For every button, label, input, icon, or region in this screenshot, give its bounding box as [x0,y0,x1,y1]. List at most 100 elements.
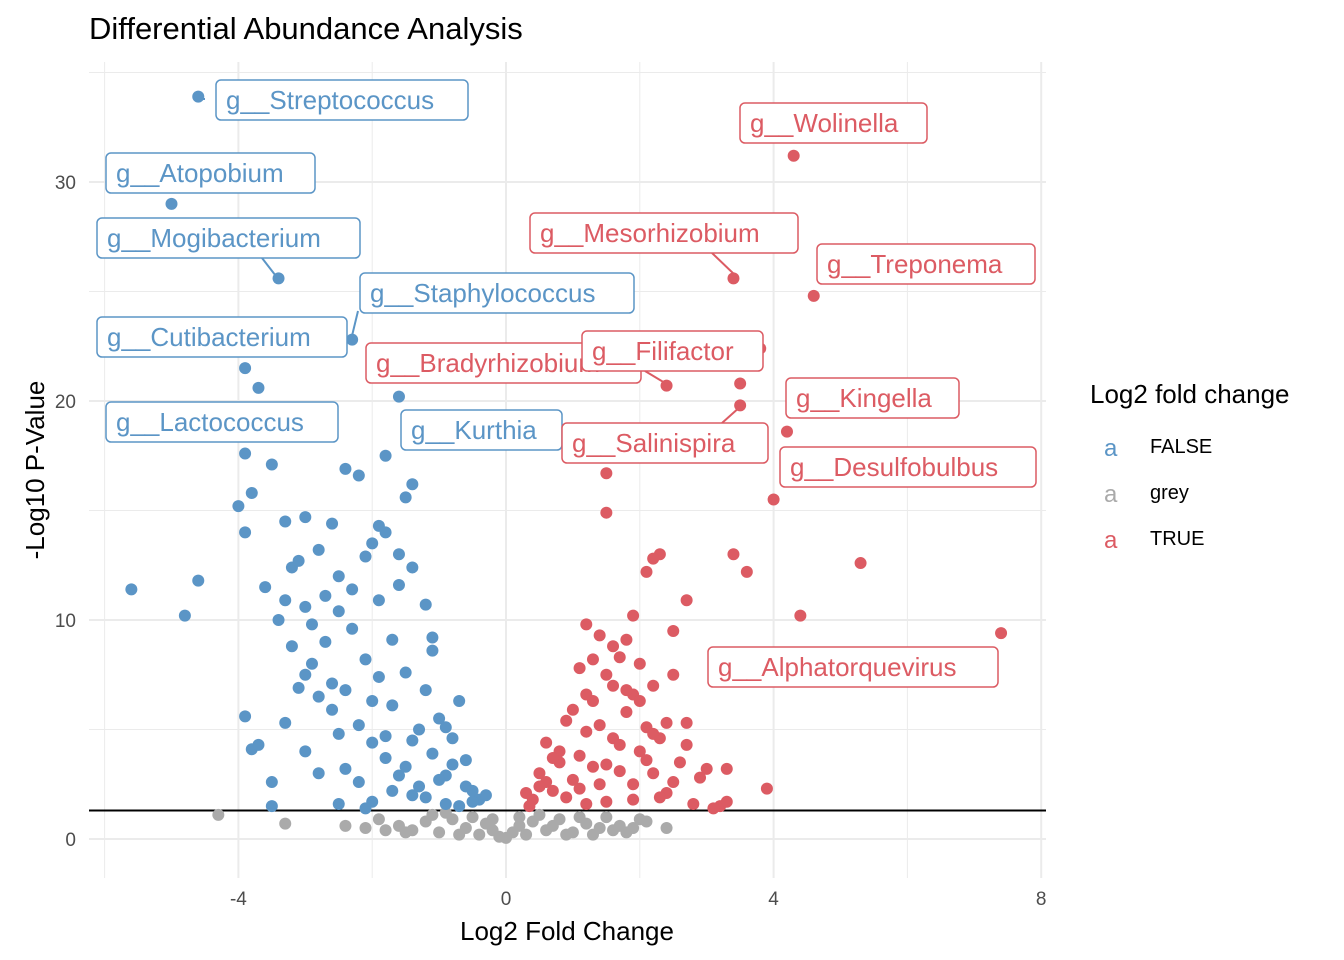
point-false [259,581,272,594]
point-false [252,738,265,751]
label-streptococcus: g__Streptococcus [201,79,469,121]
point-grey [513,811,526,824]
point-true [640,754,653,767]
label-atopobium: g__Atopobium [105,152,316,194]
label-text: g__Mesorhizobium [540,218,760,248]
point-false [279,716,292,729]
label-box [105,152,316,194]
point-false [239,526,252,539]
point-true [600,795,613,808]
point-true [573,749,586,762]
point-false [352,719,365,732]
point-false [366,736,379,749]
label-mogibacterium: g__Mogibacterium [96,217,361,281]
point-grey [473,828,486,841]
label-leader-line [644,370,666,384]
point-false [453,800,466,813]
point-true [566,703,579,716]
point-true [647,727,660,740]
point-true [640,565,653,578]
point-false [359,653,372,666]
point-false [326,517,339,530]
point-grey [546,819,559,832]
point-false [426,631,439,644]
point-true [707,802,720,815]
point-false [359,802,372,815]
label-text: g__Lactococcus [116,407,304,437]
y-tick-label: 30 [55,173,76,194]
point-grey [520,828,533,841]
point-true [995,627,1008,640]
y-axis-title: -Log10 P-Value [20,381,50,560]
point-true [767,493,780,506]
point-false [292,681,305,694]
point-false [466,784,479,797]
point-false [399,666,412,679]
label-text: g__Desulfobulbus [790,452,998,482]
point-grey [279,817,292,830]
point-grey [560,828,573,841]
point-false [446,732,459,745]
label-wolinella: g__Wolinella [739,102,928,144]
point-false [406,734,419,747]
point-false [386,784,399,797]
point-false [232,500,245,513]
point-false [392,390,405,403]
point-false [439,797,452,810]
point-true [613,738,626,751]
point-false [252,381,265,394]
point-false [312,690,325,703]
point-grey [339,819,352,832]
point-true [807,289,820,302]
point-true [734,377,747,390]
point-labels: g__Streptococcus g__Atopobium g__Mogibacte… [96,79,1037,688]
label-text: g__Bradyrhizobium [376,348,600,378]
point-true [694,771,707,784]
legend: Log2 fold change a FALSE a grey a TRUE [1090,379,1290,554]
point-true [667,624,680,637]
label-text: g__Salinispira [572,428,736,458]
point-false [125,583,138,596]
point-true [546,784,559,797]
point-true [740,565,753,578]
point-false [439,721,452,734]
legend-label: grey [1150,482,1189,504]
label-text: g__Treponema [827,249,1003,279]
label-box [785,377,960,419]
point-false [239,362,252,375]
point-grey [439,806,452,819]
x-tick-label: 8 [1036,889,1047,910]
point-true [580,725,593,738]
point-false [245,486,258,499]
label-kingella: g__Kingella [785,377,960,419]
label-text: g__Kurthia [411,415,537,445]
point-grey [433,826,446,839]
label-box [779,446,1037,488]
legend-label: TRUE [1150,528,1204,550]
point-true [627,609,640,622]
label-cutibacterium: g__Cutibacterium [96,316,348,358]
x-axis-title: Log2 Fold Change [460,916,674,946]
point-true [600,668,613,681]
point-true [620,684,633,697]
point-false [265,776,278,789]
label-salinispira: g__Salinispira [561,405,769,464]
point-false [379,449,392,462]
point-false [346,333,359,346]
point-false [426,747,439,760]
label-box [581,330,764,372]
point-false [165,197,178,210]
point-false [372,670,385,683]
point-false [192,90,205,103]
chart-title: Differential Abundance Analysis [89,11,523,46]
point-false [433,773,446,786]
point-grey [212,808,225,821]
point-grey [607,824,620,837]
x-tick-label: 0 [501,889,512,910]
point-grey [486,813,499,826]
point-true [586,653,599,666]
point-false [479,789,492,802]
point-false [339,462,352,475]
point-false [399,760,412,773]
point-false [299,600,312,613]
